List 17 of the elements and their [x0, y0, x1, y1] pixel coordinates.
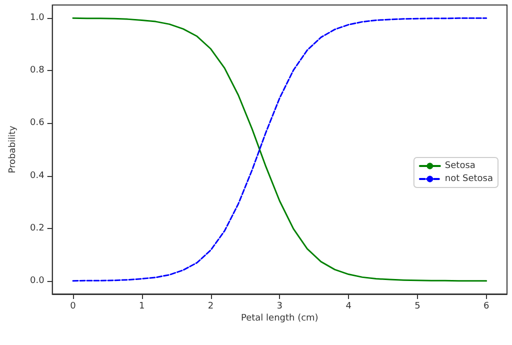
legend-label: not Setosa [444, 174, 494, 184]
y-tick-label: 0.4 [30, 170, 45, 181]
y-tick-label: 0.6 [30, 118, 45, 128]
x-tick-label: 2 [208, 302, 214, 312]
x-axis-title: Petal length (cm) [240, 314, 318, 324]
x-tick-label: 3 [276, 302, 283, 312]
y-tick-label: 0.0 [30, 276, 45, 286]
x-tick-label: 6 [483, 302, 490, 312]
legend-label: Setosa [444, 161, 476, 171]
x-tick-label: 5 [414, 302, 420, 312]
x-tick-label: 1 [139, 302, 145, 312]
x-tick-label: 4 [346, 302, 352, 312]
y-tick-label: 0.2 [30, 223, 44, 234]
y-tick-label: 1.0 [30, 13, 45, 24]
y-tick-label: 0.8 [30, 66, 45, 76]
x-tick-label: 0 [70, 302, 76, 312]
y-axis-title: Probability [8, 125, 18, 174]
